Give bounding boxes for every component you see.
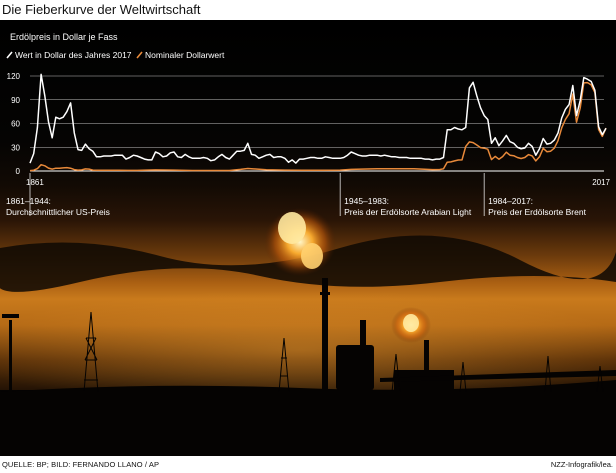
series-lines: [29, 73, 607, 172]
chart-title: Die Fieberkurve der Weltwirtschaft: [2, 2, 201, 17]
credit-note: NZZ-Infografik/lea.: [550, 460, 613, 469]
oil-price-chart: Erdölpreis in Dollar je Fass Wert in Dol…: [6, 32, 611, 217]
era-label: Durchschnittlicher US-Preis: [6, 207, 110, 217]
footer: Quelle: BP; Bild: Fernando Llano / AP NZ…: [0, 458, 616, 473]
y-tick-label: 0: [16, 167, 21, 176]
x-axis: 1861 2017: [26, 178, 611, 187]
y-tick-label: 120: [7, 72, 21, 81]
x-tick-label: 2017: [592, 178, 610, 187]
industrial-skyline: [0, 278, 616, 456]
source-note: Quelle: BP; Bild: Fernando Llano / AP: [2, 460, 160, 469]
x-tick-label: 1861: [26, 178, 44, 187]
era-period: 1861–1944:: [6, 196, 51, 206]
era-label: Preis der Erdölsorte Arabian Light: [344, 207, 472, 217]
era-label: Preis der Erdölsorte Brent: [488, 207, 586, 217]
chart-area: Erdölpreis in Dollar je Fass Wert in Dol…: [0, 20, 616, 456]
gas-flare-large: [264, 208, 336, 276]
series-line: [29, 81, 607, 172]
legend-swatch-real: [6, 51, 13, 59]
chart-subtitle: Erdölpreis in Dollar je Fass: [10, 32, 118, 42]
sky-haze: [0, 290, 616, 410]
gridlines: [30, 75, 604, 172]
y-tick-label: 60: [11, 120, 20, 129]
legend-item-real: Wert in Dollar des Jahres 2017: [6, 50, 132, 60]
legend: Wert in Dollar des Jahres 2017 Nominaler…: [6, 50, 225, 60]
era-period: 1945–1983:: [344, 196, 389, 206]
y-axis: 0 30 60 90 120: [7, 72, 21, 176]
legend-swatch-nominal: [136, 51, 143, 59]
legend-label-real: Wert in Dollar des Jahres 2017: [15, 50, 132, 60]
y-tick-label: 90: [11, 96, 20, 105]
legend-label-nominal: Nominaler Dollarwert: [145, 50, 225, 60]
y-tick-label: 30: [11, 143, 20, 152]
era-period: 1984–2017:: [488, 196, 533, 206]
era-annotations: 1861–1944:Durchschnittlicher US-Preis 194…: [6, 173, 587, 217]
legend-item-nominal: Nominaler Dollarwert: [136, 50, 225, 60]
background-photo: [0, 208, 616, 456]
series-line: [29, 73, 607, 164]
gas-flare-small: [391, 307, 431, 343]
